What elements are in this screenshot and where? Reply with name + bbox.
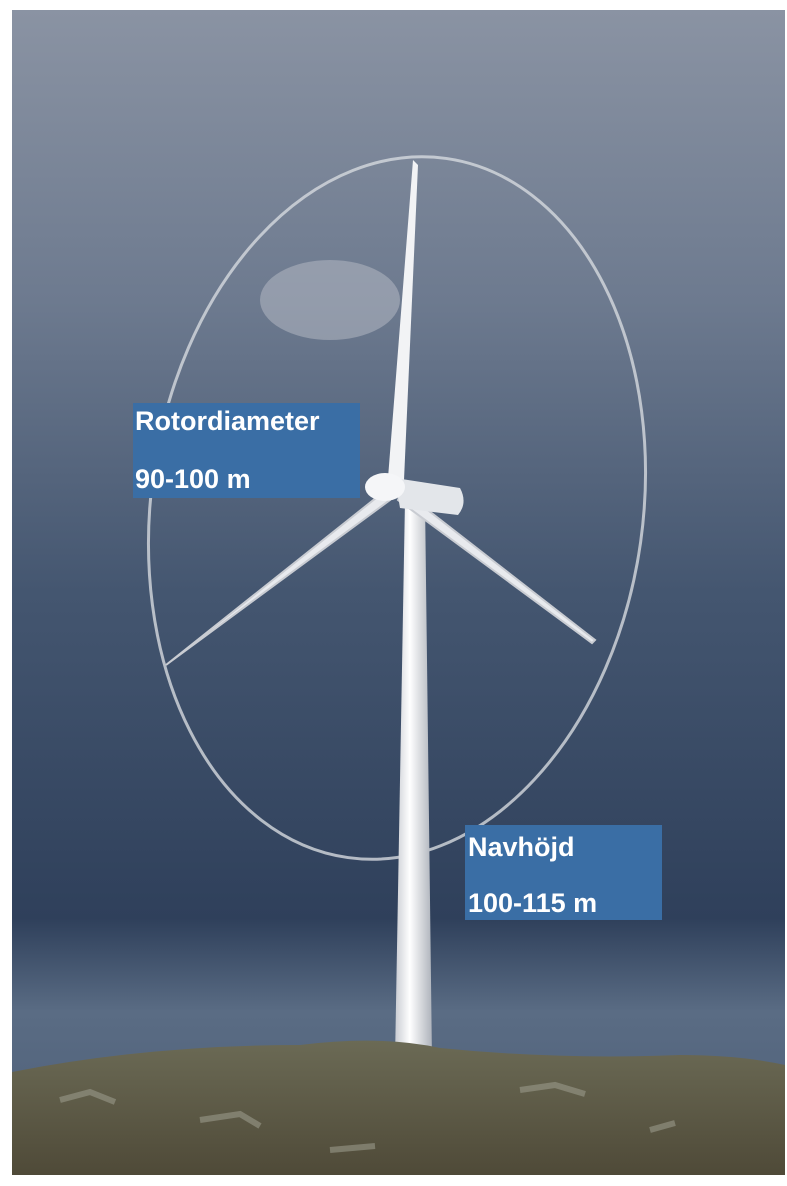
label-title: Navhöjd — [468, 832, 575, 862]
label-value: 90-100 m — [135, 464, 251, 494]
cloud — [260, 260, 400, 340]
photo: Rotordiameter 90-100 m Navhöjd 100-115 m — [0, 0, 787, 1186]
hub — [365, 473, 405, 501]
ground — [12, 1041, 785, 1175]
label-title: Rotordiameter — [135, 406, 320, 436]
label-value: 100-115 m — [468, 888, 597, 918]
